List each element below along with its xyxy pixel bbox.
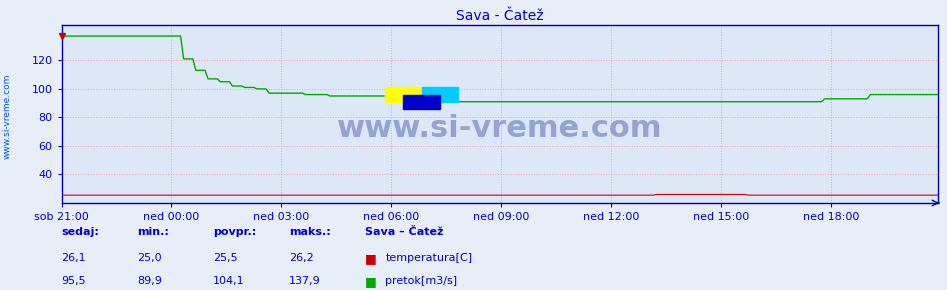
- Text: www.si-vreme.com: www.si-vreme.com: [3, 73, 12, 159]
- Text: 137,9: 137,9: [289, 276, 321, 286]
- Text: min.:: min.:: [137, 227, 170, 237]
- Text: pretok[m3/s]: pretok[m3/s]: [385, 276, 457, 286]
- Title: Sava - Čatež: Sava - Čatež: [456, 10, 544, 23]
- Text: 25,0: 25,0: [137, 253, 162, 263]
- Text: Sava – Čatež: Sava – Čatež: [365, 227, 443, 237]
- Text: 89,9: 89,9: [137, 276, 162, 286]
- Text: maks.:: maks.:: [289, 227, 331, 237]
- Text: www.si-vreme.com: www.si-vreme.com: [337, 114, 662, 143]
- Text: 104,1: 104,1: [213, 276, 244, 286]
- Text: povpr.:: povpr.:: [213, 227, 257, 237]
- Bar: [385, 87, 421, 102]
- Text: 25,5: 25,5: [213, 253, 238, 263]
- Text: 26,1: 26,1: [62, 253, 86, 263]
- Text: ■: ■: [365, 275, 376, 288]
- Text: 26,2: 26,2: [289, 253, 313, 263]
- Text: temperatura[C]: temperatura[C]: [385, 253, 473, 263]
- Text: 95,5: 95,5: [62, 276, 86, 286]
- Text: ■: ■: [365, 252, 376, 264]
- Text: sedaj:: sedaj:: [62, 227, 99, 237]
- Bar: [403, 95, 440, 109]
- Bar: [421, 87, 458, 102]
